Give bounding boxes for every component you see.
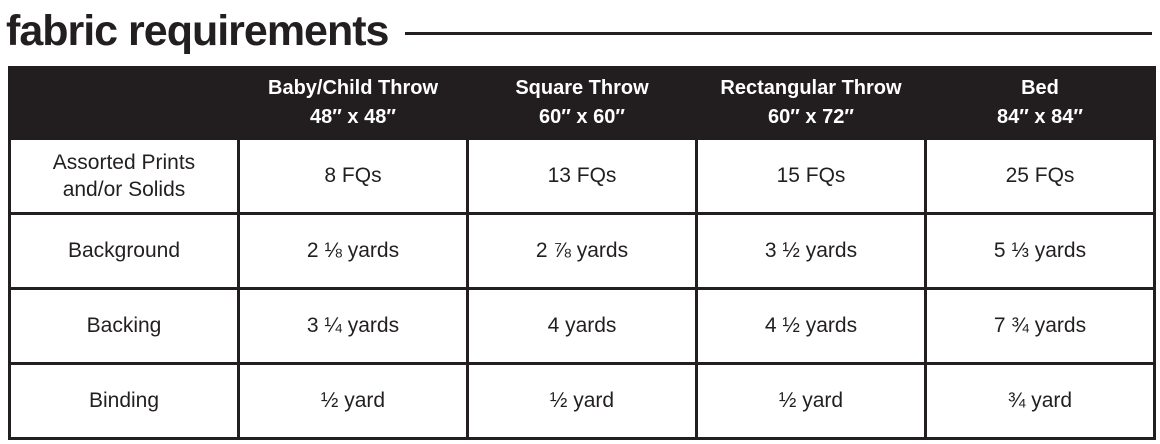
table-cell: 3 ¼ yards (237, 287, 469, 365)
table-cell: 2 ⅞ yards (466, 212, 698, 290)
table-cell: 25 FQs (924, 137, 1156, 215)
row-label-background: Background (8, 212, 240, 290)
title-rule-line (405, 31, 1152, 35)
table-cell: 2 ⅛ yards (237, 212, 469, 290)
column-title: Bed (1021, 77, 1059, 99)
table-row-backing: Backing 3 ¼ yards 4 yards 4 ½ yards 7 ¾ … (8, 287, 1156, 365)
column-title: Square Throw (515, 77, 649, 99)
table-cell: 5 ⅓ yards (924, 212, 1156, 290)
table-header-row: Baby/Child Throw 48″ x 48″ Square Throw … (8, 66, 1156, 140)
table-cell: 15 FQs (695, 137, 927, 215)
column-title: Baby/Child Throw (268, 77, 438, 99)
table-cell: ½ yard (695, 362, 927, 440)
table-row-binding: Binding ½ yard ½ yard ½ yard ¾ yard (8, 362, 1156, 440)
title-row: fabric requirements (0, 0, 1160, 56)
table-cell: 7 ¾ yards (924, 287, 1156, 365)
column-title: Rectangular Throw (720, 77, 902, 99)
table-cell: 4 ½ yards (695, 287, 927, 365)
column-size: 48″ x 48″ (310, 106, 396, 128)
table-cell: 4 yards (466, 287, 698, 365)
column-size: 84″ x 84″ (997, 106, 1083, 128)
table-cell: 13 FQs (466, 137, 698, 215)
row-label-backing: Backing (8, 287, 240, 365)
header-square-throw: Square Throw 60″ x 60″ (466, 66, 698, 140)
table-row-assorted-prints: Assorted Prints and/or Solids 8 FQs 13 F… (8, 137, 1156, 215)
column-size: 60″ x 60″ (539, 106, 625, 128)
table-cell: 3 ½ yards (695, 212, 927, 290)
table-cell: ½ yard (466, 362, 698, 440)
fabric-requirements-table: Baby/Child Throw 48″ x 48″ Square Throw … (8, 66, 1156, 440)
row-label-binding: Binding (8, 362, 240, 440)
table-row-background: Background 2 ⅛ yards 2 ⅞ yards 3 ½ yards… (8, 212, 1156, 290)
column-size: 60″ x 72″ (768, 106, 854, 128)
page-title: fabric requirements (6, 6, 389, 55)
header-bed: Bed 84″ x 84″ (924, 66, 1156, 140)
row-label-assorted-prints: Assorted Prints and/or Solids (8, 137, 240, 215)
header-baby-child-throw: Baby/Child Throw 48″ x 48″ (237, 66, 469, 140)
header-corner-cell (8, 66, 240, 140)
table-cell: ¾ yard (924, 362, 1156, 440)
table-cell: 8 FQs (237, 137, 469, 215)
header-rectangular-throw: Rectangular Throw 60″ x 72″ (695, 66, 927, 140)
table-cell: ½ yard (237, 362, 469, 440)
